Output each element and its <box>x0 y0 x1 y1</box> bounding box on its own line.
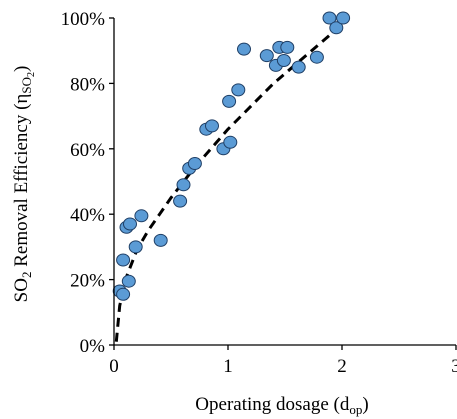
y-tick-label: 20% <box>70 271 105 292</box>
y-tick-label: 80% <box>70 74 105 95</box>
data-point <box>291 60 306 74</box>
data-point <box>176 178 191 192</box>
data-point <box>123 217 137 231</box>
y-tick-label: 60% <box>70 140 105 161</box>
data-point <box>128 240 143 254</box>
data-point <box>153 233 168 247</box>
data-point <box>329 21 344 35</box>
data-point <box>121 274 136 288</box>
data-point <box>187 157 202 170</box>
data-point <box>222 94 237 108</box>
x-axis-title: Operating dosage (dop) <box>195 394 368 417</box>
fit-curve <box>114 23 343 342</box>
data-points-layer <box>112 11 351 301</box>
data-point <box>205 119 219 133</box>
data-point <box>223 135 238 149</box>
y-tick-label: 100% <box>61 9 106 30</box>
fit-curve-layer <box>114 23 343 342</box>
data-point <box>280 40 295 54</box>
data-point <box>336 11 351 25</box>
y-ticks: 0% 20% 40% 60% 80% 100% <box>61 9 114 357</box>
data-point <box>237 42 251 56</box>
data-point <box>116 253 131 267</box>
data-point <box>259 49 274 63</box>
plot-area <box>112 11 351 342</box>
data-point <box>309 50 324 64</box>
x-tick-label: 0 <box>109 356 119 377</box>
x-tick-label: 3 <box>451 356 457 377</box>
y-axis-title: SO2 Removal Efficiency (ηSO2) <box>11 66 37 303</box>
data-point <box>322 11 337 25</box>
axes <box>113 18 456 346</box>
y-tick-label: 40% <box>70 205 105 226</box>
y-tick-label: 0% <box>80 336 106 357</box>
data-point <box>231 83 246 97</box>
data-point <box>134 209 149 223</box>
x-ticks: 0 1 2 3 <box>109 345 457 377</box>
x-tick-label: 2 <box>337 356 347 377</box>
data-point <box>116 287 131 301</box>
data-point <box>173 194 188 208</box>
data-point <box>276 54 291 67</box>
x-tick-label: 1 <box>223 356 233 377</box>
